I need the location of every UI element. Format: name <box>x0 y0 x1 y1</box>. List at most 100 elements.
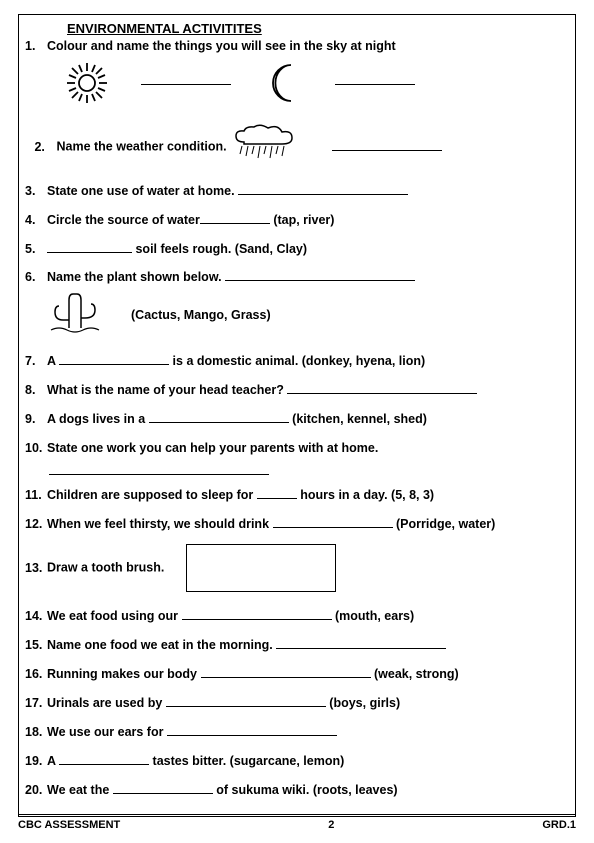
footer-page-number: 2 <box>328 819 334 831</box>
q1-num: 1. <box>25 38 47 55</box>
q14-num: 14. <box>25 608 47 625</box>
question-5: 5. soil feels rough. (Sand, Clay) <box>25 241 565 258</box>
q1-blank-1 <box>141 84 231 85</box>
q4-pre: Circle the source of water <box>47 213 200 227</box>
q5-num: 5. <box>25 241 47 258</box>
q13-text: Draw a tooth brush. <box>47 561 164 575</box>
q15-text: Name one food we eat in the morning. <box>47 638 273 652</box>
q5-blank <box>47 252 132 253</box>
question-9: 9.A dogs lives in a (kitchen, kennel, sh… <box>25 411 565 428</box>
q20-blank <box>113 793 213 794</box>
q6-num: 6. <box>25 269 47 286</box>
q19-num: 19. <box>25 753 47 770</box>
draw-box <box>186 544 336 592</box>
q11-num: 11. <box>25 487 47 504</box>
q16-pre: Running makes our body <box>47 667 197 681</box>
q14-post: (mouth, ears) <box>335 609 414 623</box>
q18-pre: We use our ears for <box>47 725 163 739</box>
q4-blank <box>200 223 270 224</box>
q11-pre: Children are supposed to sleep for <box>47 488 253 502</box>
q12-blank <box>273 527 393 528</box>
q1-text: Colour and name the things you will see … <box>47 39 396 53</box>
question-3: 3.State one use of water at home. <box>25 183 565 200</box>
question-13: 13.Draw a tooth brush. <box>25 544 565 592</box>
q8-text: What is the name of your head teacher? <box>47 383 284 397</box>
q3-blank <box>238 194 408 195</box>
q9-num: 9. <box>25 411 47 428</box>
q6-blank <box>225 280 415 281</box>
q14-blank <box>182 619 332 620</box>
q15-blank <box>276 648 446 649</box>
cactus-icon <box>45 288 105 341</box>
q1-images-row <box>63 59 565 110</box>
footer-left: CBC ASSESSMENT <box>18 819 120 831</box>
q12-post: (Porridge, water) <box>396 517 495 531</box>
question-18: 18.We use our ears for <box>25 724 565 741</box>
q1-blank-2 <box>335 84 415 85</box>
question-4: 4.Circle the source of water (tap, river… <box>25 212 565 229</box>
q10-text: State one work you can help your parents… <box>47 441 378 455</box>
q19-blank <box>59 764 149 765</box>
q20-num: 20. <box>25 782 47 799</box>
question-7: 7.A is a domestic animal. (donkey, hyena… <box>25 353 565 370</box>
q7-blank <box>59 364 169 365</box>
q10-blank <box>49 457 269 475</box>
q8-blank <box>287 393 477 394</box>
q10-num: 10. <box>25 440 47 457</box>
q4-num: 4. <box>25 212 47 229</box>
q20-pre: We eat the <box>47 783 109 797</box>
question-1: 1.Colour and name the things you will se… <box>25 38 565 55</box>
q7-pre: A <box>47 354 56 368</box>
question-17: 17.Urinals are used by (boys, girls) <box>25 695 565 712</box>
q17-blank <box>166 706 326 707</box>
q2-text: Name the weather condition. <box>56 140 226 154</box>
question-10: 10.State one work you can help your pare… <box>25 440 565 475</box>
q6-image-row: (Cactus, Mango, Grass) <box>45 288 565 341</box>
footer-right: GRD.1 <box>542 819 576 831</box>
q5-post: soil feels rough. (Sand, Clay) <box>135 242 307 256</box>
q17-post: (boys, girls) <box>329 696 400 710</box>
q13-num: 13. <box>25 560 47 577</box>
q14-pre: We eat food using our <box>47 609 178 623</box>
q11-blank <box>257 498 297 499</box>
q18-blank <box>167 735 337 736</box>
question-15: 15.Name one food we eat in the morning. <box>25 637 565 654</box>
q9-post: (kitchen, kennel, shed) <box>292 412 427 426</box>
page-footer: CBC ASSESSMENT 2 GRD.1 <box>18 814 576 831</box>
q7-post: is a domestic animal. (donkey, hyena, li… <box>173 354 426 368</box>
q3-text: State one use of water at home. <box>47 184 235 198</box>
section-title: ENVIRONMENTAL ACTIVITITES <box>67 21 565 36</box>
moon-icon <box>261 61 305 108</box>
worksheet-frame: ENVIRONMENTAL ACTIVITITES 1.Colour and n… <box>18 14 576 817</box>
q18-num: 18. <box>25 724 47 741</box>
q15-num: 15. <box>25 637 47 654</box>
q7-num: 7. <box>25 353 47 370</box>
q3-num: 3. <box>25 183 47 200</box>
q17-num: 17. <box>25 695 47 712</box>
raincloud-icon <box>230 124 300 171</box>
question-14: 14.We eat food using our (mouth, ears) <box>25 608 565 625</box>
question-20: 20.We eat the of sukuma wiki. (roots, le… <box>25 782 565 799</box>
q11-post: hours in a day. (5, 8, 3) <box>300 488 434 502</box>
q16-num: 16. <box>25 666 47 683</box>
q9-blank <box>149 422 289 423</box>
q8-num: 8. <box>25 382 47 399</box>
q6-text: Name the plant shown below. <box>47 270 222 284</box>
q19-post: tastes bitter. (sugarcane, lemon) <box>153 754 345 768</box>
q2-num: 2. <box>34 139 56 156</box>
q4-post: (tap, river) <box>273 213 334 227</box>
q19-pre: A <box>47 754 56 768</box>
question-8: 8.What is the name of your head teacher? <box>25 382 565 399</box>
q12-num: 12. <box>25 516 47 533</box>
q2-blank <box>332 150 442 151</box>
q12-pre: When we feel thirsty, we should drink <box>47 517 269 531</box>
question-12: 12.When we feel thirsty, we should drink… <box>25 516 565 533</box>
q9-pre: A dogs lives in a <box>47 412 145 426</box>
q16-post: (weak, strong) <box>374 667 459 681</box>
question-6: 6.Name the plant shown below. <box>25 269 565 286</box>
q17-pre: Urinals are used by <box>47 696 162 710</box>
question-2: 2.Name the weather condition. <box>25 124 565 171</box>
question-11: 11.Children are supposed to sleep for ho… <box>25 487 565 504</box>
question-16: 16.Running makes our body (weak, strong) <box>25 666 565 683</box>
q16-blank <box>201 677 371 678</box>
